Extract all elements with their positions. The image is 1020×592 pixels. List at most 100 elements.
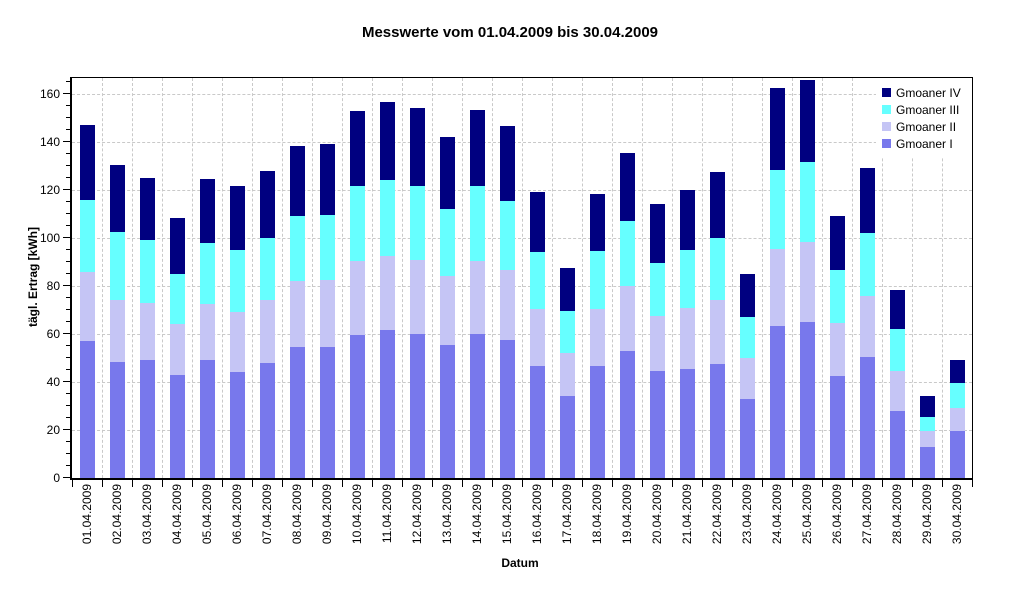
bar-segment-gmoaner-iv: [739, 274, 755, 318]
bar-segment-gmoaner-iii: [469, 186, 485, 261]
bar-segment-gmoaner-iv: [169, 217, 185, 275]
gridline-v: [431, 78, 433, 478]
bar-segment-gmoaner-iv: [559, 268, 575, 312]
y-tick-minor: [66, 261, 70, 263]
bar-segment-gmoaner-iv: [319, 144, 335, 216]
bar-segment-gmoaner-ii: [559, 353, 575, 397]
x-tick-label: 25.04.2009: [800, 484, 814, 545]
bar-segment-gmoaner-i: [229, 372, 245, 478]
gridline-v: [221, 78, 223, 478]
bar-segment-gmoaner-ii: [649, 316, 665, 372]
gridline-v: [821, 78, 823, 478]
bar-segment-gmoaner-i: [199, 360, 215, 478]
bar-segment-gmoaner-iii: [649, 263, 665, 317]
bar-segment-gmoaner-ii: [769, 248, 785, 326]
y-tick-minor: [66, 393, 70, 395]
bar-segment-gmoaner-i: [109, 361, 125, 478]
bar-segment-gmoaner-iv: [229, 186, 245, 251]
x-axis-title: Datum: [501, 556, 539, 570]
chart-title: Messwerte vom 01.04.2009 bis 30.04.2009: [361, 24, 659, 41]
gridline-v: [701, 78, 703, 478]
x-tick-label: 09.04.2009: [320, 484, 334, 545]
y-tick-minor: [66, 453, 70, 455]
x-tick: [221, 480, 223, 487]
bar-segment-gmoaner-i: [319, 347, 335, 478]
bar-segment-gmoaner-i: [349, 335, 365, 478]
x-tick: [251, 480, 253, 487]
bar-segment-gmoaner-ii: [949, 408, 965, 432]
legend-swatch: [882, 105, 891, 114]
legend-item: Gmoaner I: [882, 135, 970, 152]
x-tick-label: 28.04.2009: [890, 484, 904, 545]
bar-segment-gmoaner-iv: [859, 168, 875, 234]
bar-segment-gmoaner-iv: [529, 192, 545, 253]
gridline-v: [611, 78, 613, 478]
bar-segment-gmoaner-ii: [709, 300, 725, 365]
bar-segment-gmoaner-ii: [469, 260, 485, 335]
bar-segment-gmoaner-iii: [829, 270, 845, 324]
x-tick: [641, 480, 643, 487]
x-tick: [701, 480, 703, 487]
gridline-v: [341, 78, 343, 478]
y-tick-minor: [66, 129, 70, 131]
bar-segment-gmoaner-iii: [169, 274, 185, 325]
bar-segment-gmoaner-i: [439, 344, 455, 478]
legend-item: Gmoaner II: [882, 118, 970, 135]
x-tick: [821, 480, 823, 487]
y-tick-minor: [66, 405, 70, 407]
gridline-v: [791, 78, 793, 478]
x-tick-label: 16.04.2009: [530, 484, 544, 545]
bar-segment-gmoaner-i: [169, 374, 185, 478]
gridline-v: [251, 78, 253, 478]
bar-segment-gmoaner-iii: [109, 232, 125, 301]
y-tick-label: 100: [39, 231, 60, 246]
bar-segment-gmoaner-iii: [949, 383, 965, 409]
x-tick-label: 14.04.2009: [470, 484, 484, 545]
x-tick: [71, 480, 73, 487]
x-tick-label: 06.04.2009: [230, 484, 244, 545]
y-tick-major: [63, 285, 70, 287]
x-tick-label: 17.04.2009: [560, 484, 574, 545]
gridline-v: [191, 78, 193, 478]
bar-segment-gmoaner-iii: [769, 169, 785, 249]
x-tick-label: 22.04.2009: [710, 484, 724, 545]
gridline-v: [401, 78, 403, 478]
bar-segment-gmoaner-iii: [889, 329, 905, 372]
bar-segment-gmoaner-ii: [589, 308, 605, 367]
y-tick-major: [63, 141, 70, 143]
bar-segment-gmoaner-iv: [679, 190, 695, 251]
bar-segment-gmoaner-iii: [79, 199, 95, 272]
y-tick-label: 160: [39, 87, 60, 102]
bar-segment-gmoaner-i: [469, 334, 485, 478]
bar-segment-gmoaner-ii: [409, 259, 425, 335]
bar-segment-gmoaner-iii: [229, 250, 245, 313]
x-tick-label: 30.04.2009: [950, 484, 964, 545]
x-tick: [311, 480, 313, 487]
x-tick-label: 13.04.2009: [440, 484, 454, 545]
bar-segment-gmoaner-ii: [229, 312, 245, 373]
bar-segment-gmoaner-iv: [349, 110, 365, 187]
y-tick-label: 60: [46, 327, 60, 342]
bar-segment-gmoaner-ii: [109, 300, 125, 362]
x-tick-label: 02.04.2009: [110, 484, 124, 545]
x-tick: [731, 480, 733, 487]
bar-segment-gmoaner-ii: [679, 307, 695, 369]
x-tick-label: 23.04.2009: [740, 484, 754, 545]
gridline-v: [101, 78, 103, 478]
x-tick-label: 18.04.2009: [590, 484, 604, 545]
bar-segment-gmoaner-iii: [589, 251, 605, 309]
bar-segment-gmoaner-i: [649, 371, 665, 478]
bar-segment-gmoaner-i: [679, 368, 695, 478]
bar-segment-gmoaner-iv: [889, 289, 905, 330]
bar-segment-gmoaner-ii: [739, 358, 755, 399]
y-tick-minor: [66, 177, 70, 179]
bar-segment-gmoaner-iv: [619, 152, 635, 222]
bar-segment-gmoaner-iv: [589, 193, 605, 252]
y-tick-major: [63, 93, 70, 95]
bar-segment-gmoaner-iii: [859, 233, 875, 296]
bar-segment-gmoaner-iii: [199, 242, 215, 305]
x-tick: [131, 480, 133, 487]
bar-segment-gmoaner-ii: [859, 295, 875, 357]
legend-swatch: [882, 88, 891, 97]
y-tick-minor: [66, 213, 70, 215]
